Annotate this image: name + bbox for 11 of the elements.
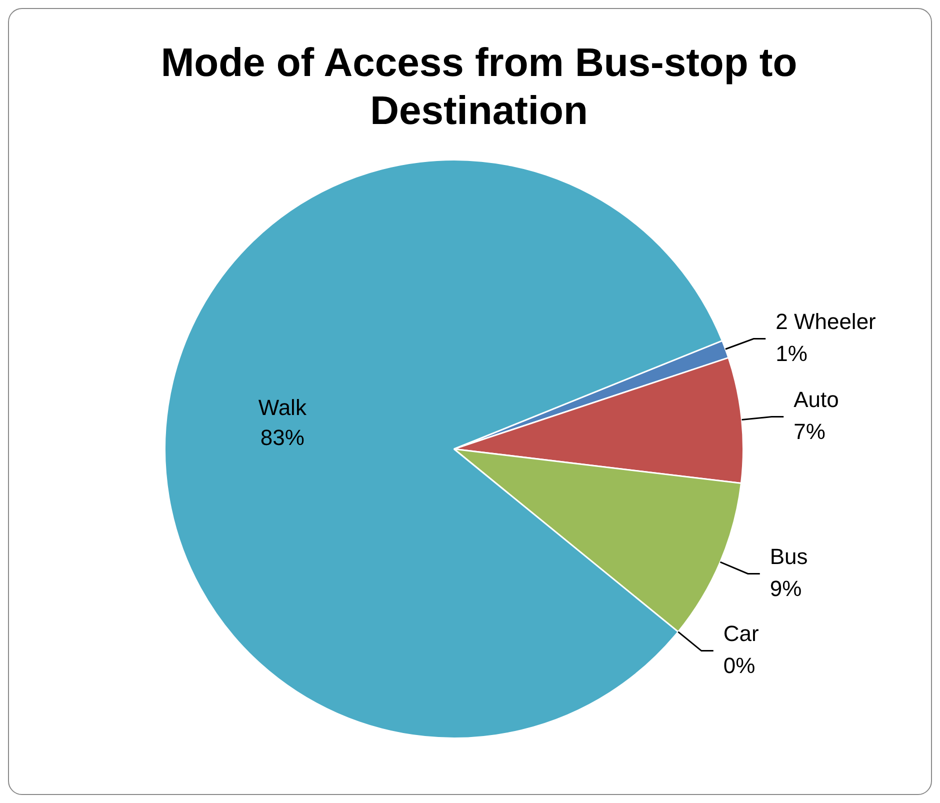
data-label: 9% [770, 576, 802, 601]
legend-label: Car [723, 620, 759, 646]
data-label: 1% [776, 340, 808, 366]
data-label: 7% [794, 418, 826, 444]
text: 0% [723, 652, 756, 678]
slice-label: Walk [258, 395, 308, 420]
slice-label: 2 Wheeler [776, 308, 876, 334]
data-label: 83% [260, 425, 304, 450]
slice-label: Bus [770, 544, 808, 569]
chart-title: Mode of Access from Bus-stop to Destination [160, 40, 798, 135]
slice-label: Auto [794, 386, 839, 412]
